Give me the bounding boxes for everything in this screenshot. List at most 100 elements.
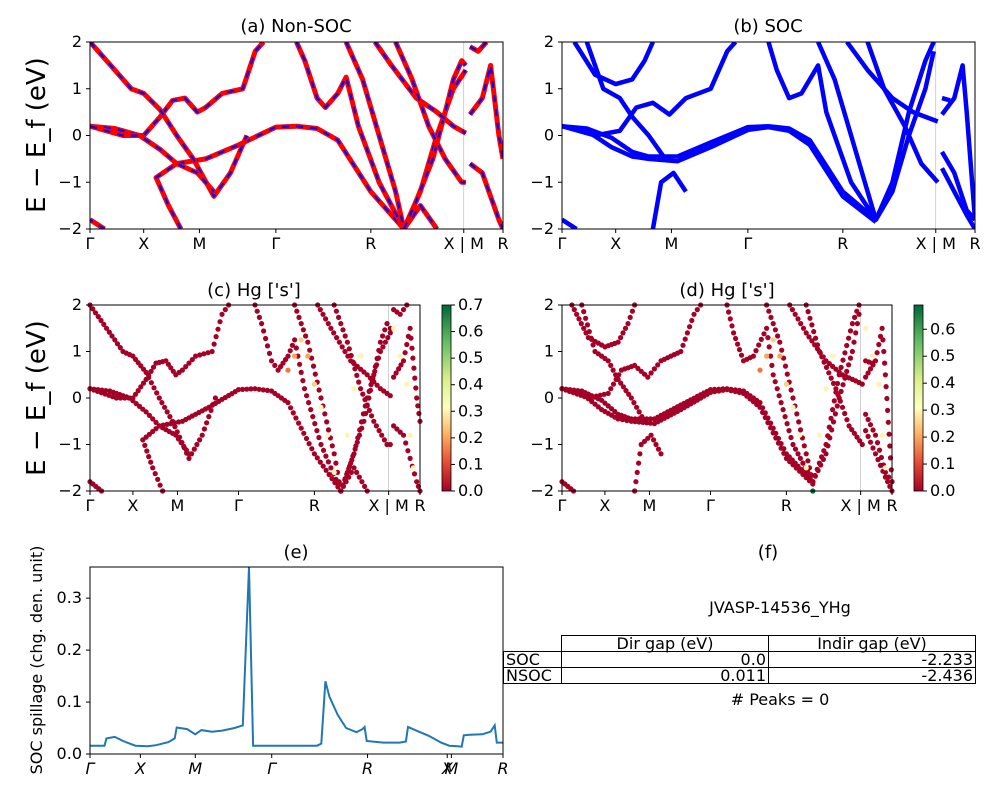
scatter-point [142, 442, 148, 448]
scatter-point [800, 471, 806, 477]
scatter-point [301, 430, 307, 436]
scatter-point [790, 395, 796, 401]
scatter-point [620, 330, 626, 336]
band-line-nonsoc-dashed [374, 42, 467, 135]
scatter-point [266, 350, 273, 356]
scatter-point [387, 441, 393, 448]
y-tick-label: 1 [544, 79, 554, 98]
scatter-point [865, 416, 871, 423]
scatter-point [885, 479, 891, 485]
scatter-point-highlight [298, 337, 304, 343]
scatter-point [405, 448, 411, 454]
scatter-point [310, 363, 317, 369]
scatter-point [814, 466, 820, 472]
band-line-nonsoc [90, 42, 250, 199]
scatter-point [155, 476, 161, 482]
scatter-point [638, 441, 644, 448]
scatter-point [589, 394, 596, 400]
scatter-point [264, 387, 270, 393]
scatter-point [846, 335, 852, 341]
scatter-point [870, 445, 876, 451]
scatter-point [178, 440, 184, 446]
colorbar-tick-label: 0.1 [458, 454, 483, 473]
scatter-point [778, 400, 784, 406]
scatter-point [146, 454, 152, 460]
scatter-point [768, 314, 774, 320]
y-tick-label: −1 [58, 435, 82, 454]
scatter-point [849, 427, 855, 433]
panel-d-plot: 210−1−2Γ X M Γ R X | M R0.60.50.40.30.20.10.0 [530, 295, 955, 515]
panel-e-plot: 0.30.20.10.0Γ X M Γ R XM R [57, 566, 509, 778]
scatter-point [325, 459, 331, 465]
scatter-point [838, 388, 844, 394]
band-line-nonsoc-dashed [403, 203, 438, 229]
scatter-point [731, 330, 737, 336]
scatter-point [113, 395, 119, 401]
panel-e-ylabel: SOC spillage (chg. den. unit) [27, 546, 46, 775]
panel-e-frame [89, 566, 504, 755]
scatter-point [805, 458, 811, 464]
scatter-point [328, 325, 334, 331]
scatter-point-highlight [285, 367, 291, 373]
colorbar-tick-label: 0.6 [458, 322, 483, 341]
scatter-point [350, 453, 356, 459]
scatter-point [876, 447, 883, 453]
scatter-point [651, 437, 657, 443]
scatter-point [795, 451, 801, 457]
scatter-point [373, 423, 379, 429]
scatter-point [320, 447, 327, 453]
scatter-point-highlight [318, 404, 324, 410]
scatter-point [842, 410, 848, 417]
scatter-point [312, 421, 318, 427]
scatter-point [261, 328, 267, 334]
y-tick-label: −2 [58, 481, 82, 500]
scatter-point-highlight [882, 465, 889, 471]
scatter-point [776, 393, 782, 399]
scatter-point [876, 341, 882, 348]
scatter-point [634, 469, 640, 475]
scatter-point [398, 362, 404, 368]
y-tick-label: 1 [72, 342, 82, 361]
scatter-point [574, 311, 580, 317]
scatter-point [772, 379, 778, 385]
scatter-point [886, 431, 892, 437]
scatter-point [197, 437, 203, 443]
scatter-point [360, 391, 366, 397]
scatter-point [396, 366, 402, 372]
scatter-point [333, 460, 339, 466]
scatter-point [288, 405, 294, 411]
band-line-nonsoc-dashed [394, 42, 466, 184]
scatter-point [775, 333, 781, 339]
scatter-point [210, 401, 216, 407]
scatter-point [811, 329, 817, 335]
scatter-point [154, 390, 160, 396]
scatter-point [758, 336, 764, 342]
scatter-point-highlight [391, 325, 397, 331]
scatter-point [292, 337, 298, 343]
scatter-point [402, 350, 408, 356]
scatter-point [736, 389, 743, 395]
scatter-point [391, 423, 397, 429]
x-tick-label: Γ [558, 234, 567, 253]
scatter-point [632, 362, 638, 368]
scatter-point [314, 455, 320, 461]
scatter-point [796, 419, 802, 425]
scatter-point [235, 387, 242, 393]
scatter-point [648, 432, 654, 438]
scatter-point [414, 395, 420, 401]
scatter-point [336, 479, 342, 485]
gap-table: Dir gap (eV) Indir gap (eV) SOC 0.0 -2.2… [503, 635, 976, 684]
scatter-point [680, 342, 686, 348]
scatter-point [793, 465, 799, 471]
scatter-point [356, 432, 363, 438]
band-series-group [90, 42, 503, 229]
scatter-point [618, 335, 624, 341]
scatter-point [364, 372, 370, 378]
scatter-point [159, 400, 165, 406]
scatter-point [887, 443, 893, 449]
scatter-point [308, 407, 314, 413]
scatter-point [712, 389, 718, 395]
scatter-point [778, 445, 784, 451]
